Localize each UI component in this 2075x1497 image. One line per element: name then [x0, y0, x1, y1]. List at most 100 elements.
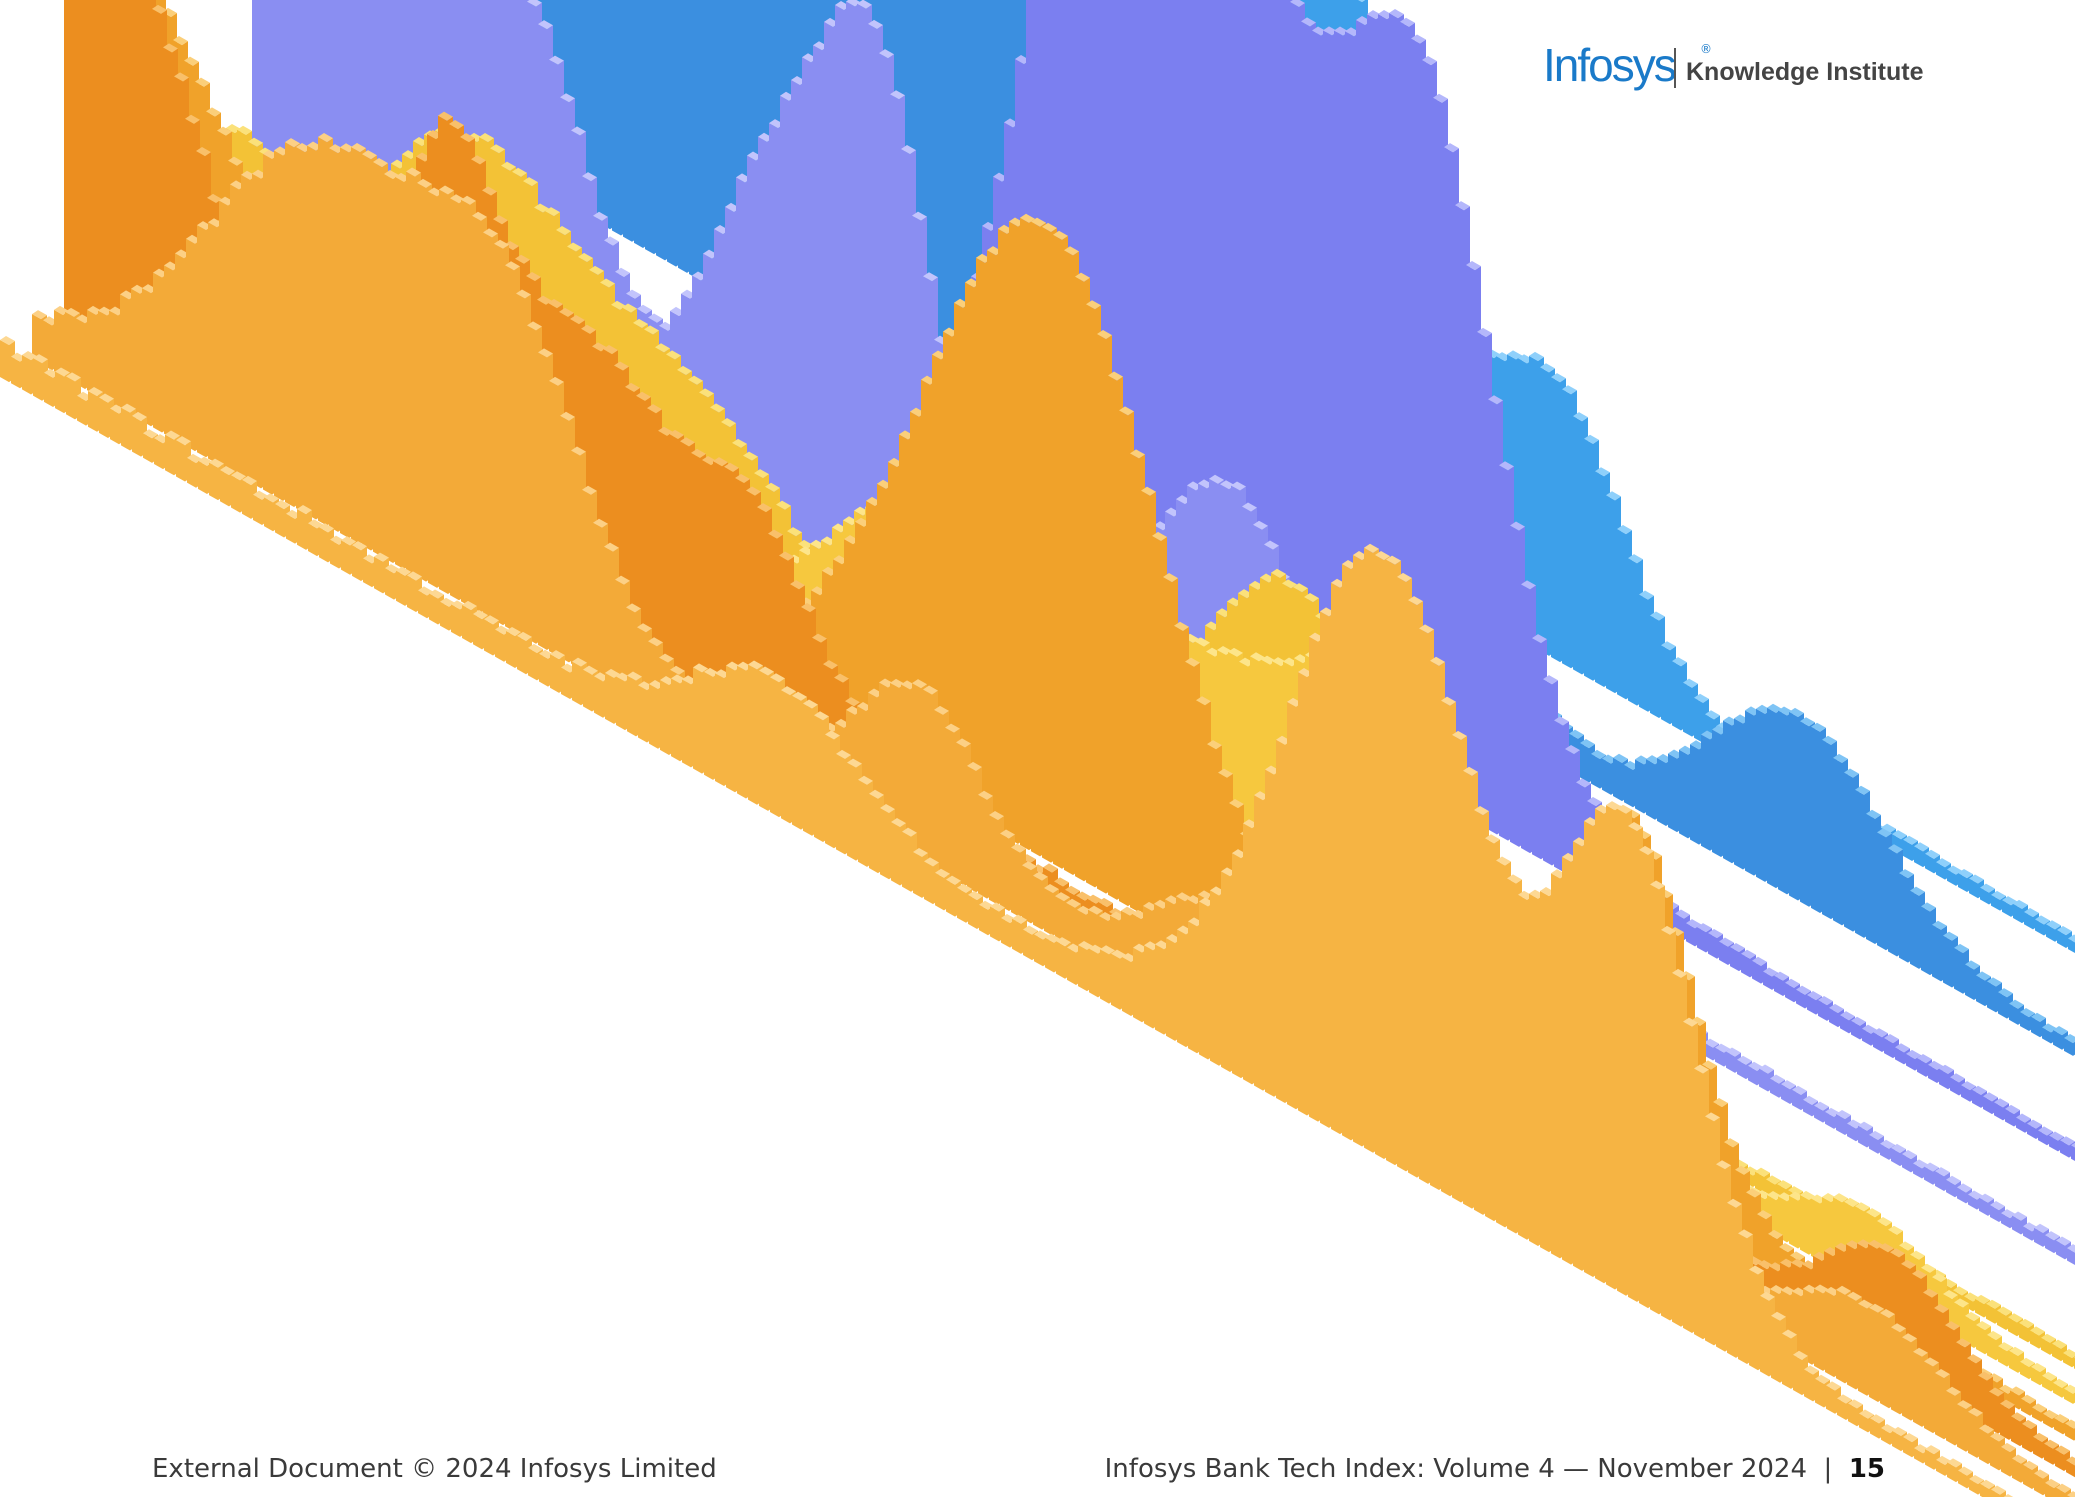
- bar-face: [1796, 989, 1805, 1009]
- bar-face: [1987, 977, 2002, 987]
- bar-face: [1814, 1105, 1823, 1123]
- bar-face: [1697, 927, 1706, 953]
- bar-face: [1965, 1311, 1980, 1321]
- bar-face: [307, 145, 316, 520]
- bar-face: [143, 433, 152, 463]
- bar-face: [1078, 944, 1087, 992]
- bar-face: [549, 380, 558, 657]
- bar-face: [2044, 1443, 2053, 1465]
- bar-face: [847, 762, 856, 861]
- bar-face: [1869, 1134, 1878, 1154]
- bar-face: [1023, 929, 1032, 961]
- bar-face: [2008, 1317, 2017, 1337]
- bar-face: [1869, 1307, 1878, 1402]
- bar-face: [66, 376, 75, 420]
- bar-face: [1353, 554, 1362, 1147]
- bar-face: [748, 660, 763, 670]
- bar-face: [691, 452, 700, 701]
- bar-face: [1485, 834, 1500, 844]
- bar-face: [879, 49, 894, 59]
- bar-face: [669, 433, 678, 688]
- bar-face: [1639, 590, 1654, 600]
- bar-face: [1822, 739, 1831, 920]
- bar-face: [1975, 1294, 1990, 1305]
- bar-face: [1763, 971, 1772, 990]
- bar-face: [1301, 17, 1316, 27]
- bar-face: [1177, 929, 1186, 1048]
- bar-face: [1119, 406, 1134, 416]
- bar-face: [787, 527, 802, 537]
- bar-face: [1034, 934, 1043, 967]
- bar-face: [1983, 1092, 1998, 1102]
- bar-face: [494, 243, 503, 626]
- bar-face: [912, 679, 927, 689]
- bar-face: [195, 77, 210, 87]
- bar-face: [32, 314, 41, 365]
- bar-face: [1741, 953, 1750, 978]
- bar-face: [1785, 982, 1794, 1003]
- bar-face: [196, 147, 211, 157]
- bar-face: [823, 660, 838, 670]
- bar-face: [1936, 862, 1945, 880]
- bar-face: [528, 643, 543, 653]
- bar-face: [363, 558, 372, 588]
- bar-face: [545, 207, 560, 217]
- bar-face: [836, 753, 845, 855]
- bar-face: [0, 339, 9, 383]
- bar-face: [636, 391, 651, 401]
- bar-face: [2033, 1432, 2048, 1442]
- bar-face: [1980, 887, 1989, 905]
- bar-face: [1518, 894, 1527, 1240]
- bar-face: [954, 302, 963, 813]
- bar-face: [152, 4, 167, 14]
- bar-face: [965, 282, 974, 820]
- bar-face: [735, 473, 750, 484]
- bar-face: [1595, 467, 1610, 477]
- bar-face: [2067, 1491, 2075, 1497]
- bar-face: [1858, 1299, 1873, 1309]
- bar-face: [1950, 1073, 1965, 1083]
- bar-face: [1433, 93, 1448, 103]
- bar-face: [1386, 559, 1395, 1166]
- bar-face: [1100, 945, 1115, 955]
- bar-face: [1991, 890, 2006, 900]
- bar-face: [1254, 795, 1263, 1091]
- bar-face: [1906, 1053, 1915, 1071]
- bar-face: [1199, 901, 1208, 1060]
- bar-face: [1573, 416, 1582, 675]
- bar-face: [1978, 1371, 1993, 1381]
- bar-face: [526, 271, 541, 282]
- bar-face: [2053, 1029, 2062, 1050]
- bar-face: [1067, 947, 1076, 985]
- bar-face: [174, 72, 189, 82]
- bar-face: [417, 178, 432, 188]
- bar-face: [1899, 873, 1908, 963]
- bar-face: [1986, 1299, 2001, 1309]
- bar-face: [880, 803, 895, 814]
- bar-face: [1719, 937, 1734, 947]
- bar-face: [1584, 434, 1599, 444]
- bar-face: [615, 267, 630, 277]
- bar-face: [64, 0, 73, 347]
- bar-face: [572, 657, 587, 667]
- bar-face: [1935, 1167, 1950, 1177]
- bar-face: [1529, 355, 1538, 650]
- bar-face: [1957, 1183, 1972, 1193]
- bar-face: [1715, 1043, 1730, 1053]
- bar-face: [1617, 808, 1626, 1296]
- bar-face: [1778, 710, 1787, 895]
- bar-face: [2034, 1227, 2043, 1247]
- bar-face: [98, 310, 107, 402]
- bar-face: [1141, 490, 1150, 919]
- bar-face: [1185, 657, 1200, 667]
- bar-face: [438, 111, 453, 121]
- bar-face: [658, 430, 667, 682]
- bar-face: [666, 350, 681, 360]
- bar-face: [836, 749, 851, 759]
- bar-face: [515, 254, 530, 264]
- bar-face: [2022, 1423, 2031, 1453]
- bar-face: [2020, 1361, 2029, 1380]
- bar-face: [1565, 749, 1574, 878]
- bar-face: [1646, 759, 1655, 820]
- bar-face: [1957, 1400, 1972, 1410]
